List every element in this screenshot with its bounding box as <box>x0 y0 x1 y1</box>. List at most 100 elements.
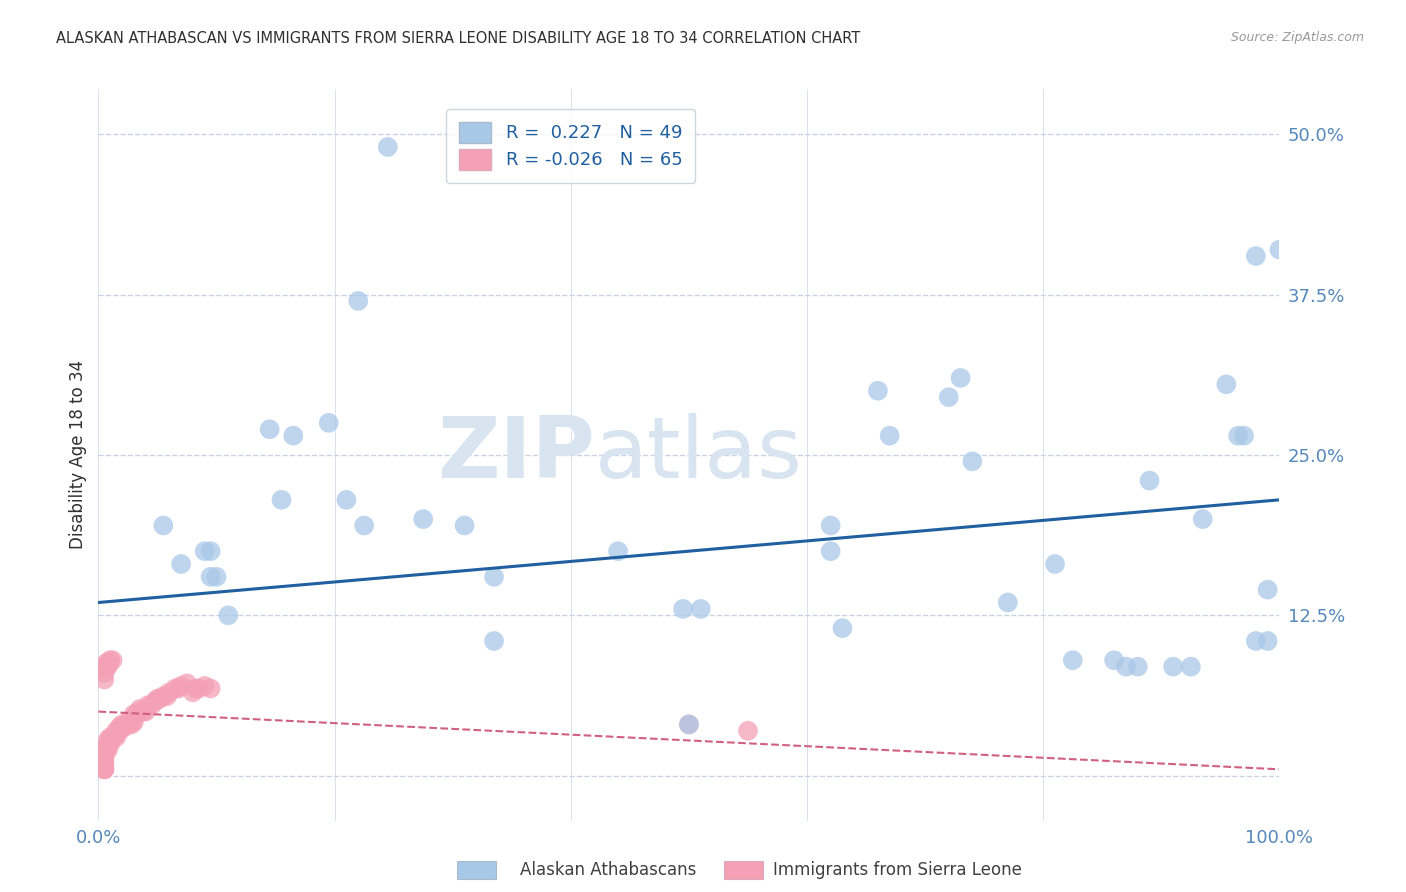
Point <box>200 570 222 584</box>
Point <box>136 698 159 713</box>
Point <box>93 753 115 767</box>
Point <box>152 518 174 533</box>
Point <box>194 544 217 558</box>
Point <box>93 762 115 776</box>
Point <box>93 760 115 774</box>
Point <box>135 705 157 719</box>
Point <box>93 761 115 775</box>
Point <box>105 728 128 742</box>
Point <box>737 723 759 738</box>
Point <box>105 723 128 738</box>
Point <box>259 422 281 436</box>
Text: Source: ZipAtlas.com: Source: ZipAtlas.com <box>1230 31 1364 45</box>
Point <box>165 681 187 696</box>
Text: ZIP: ZIP <box>437 413 595 497</box>
Point <box>176 676 198 690</box>
Point <box>353 518 375 533</box>
Point <box>96 656 118 670</box>
Point <box>1257 582 1279 597</box>
Point <box>689 602 711 616</box>
Point <box>866 384 889 398</box>
Point <box>678 717 700 731</box>
Point <box>101 653 124 667</box>
Point <box>1062 653 1084 667</box>
Point <box>97 743 120 757</box>
Point <box>128 705 150 719</box>
Point <box>98 656 121 670</box>
Point <box>1244 634 1267 648</box>
Point <box>949 371 972 385</box>
Point <box>170 679 193 693</box>
Point <box>149 691 172 706</box>
Point <box>938 390 960 404</box>
Point <box>111 720 134 734</box>
Point <box>117 714 139 729</box>
Point <box>205 570 228 584</box>
Point <box>93 758 115 772</box>
Point <box>1268 243 1291 257</box>
Point <box>270 492 292 507</box>
Point <box>156 689 179 703</box>
Text: atlas: atlas <box>595 413 803 497</box>
Point <box>1161 659 1184 673</box>
Point <box>141 698 163 713</box>
Point <box>97 732 120 747</box>
Point <box>93 762 115 776</box>
Point <box>157 685 180 699</box>
Point <box>94 659 117 673</box>
Point <box>108 723 131 738</box>
Point <box>318 416 340 430</box>
Point <box>181 685 204 699</box>
Point <box>93 746 115 760</box>
Point <box>1126 659 1149 673</box>
Point <box>98 653 121 667</box>
Point <box>108 720 131 734</box>
Point <box>170 557 193 571</box>
Y-axis label: Disability Age 18 to 34: Disability Age 18 to 34 <box>69 360 87 549</box>
Point <box>93 749 115 764</box>
Point <box>672 602 695 616</box>
Point <box>453 518 475 533</box>
Point <box>101 730 124 744</box>
Point <box>1115 659 1137 673</box>
Point <box>879 428 901 442</box>
Text: Alaskan Athabascans: Alaskan Athabascans <box>520 861 696 879</box>
Point <box>121 717 143 731</box>
Point <box>997 595 1019 609</box>
Point <box>1180 659 1202 673</box>
Point <box>335 492 357 507</box>
Point <box>820 544 842 558</box>
Point <box>93 659 115 673</box>
Point <box>112 720 135 734</box>
Point <box>1102 653 1125 667</box>
Point <box>831 621 853 635</box>
Point <box>93 743 115 757</box>
Point <box>167 681 190 696</box>
Point <box>132 705 155 719</box>
Point <box>482 570 505 584</box>
Point <box>1043 557 1066 571</box>
Point <box>122 714 145 729</box>
Point <box>98 737 121 751</box>
Point <box>187 681 209 696</box>
Point <box>97 659 120 673</box>
Point <box>412 512 434 526</box>
Point <box>97 740 120 755</box>
Point <box>97 737 120 751</box>
Point <box>93 673 115 687</box>
Legend: R =  0.227   N = 49, R = -0.026   N = 65: R = 0.227 N = 49, R = -0.026 N = 65 <box>446 109 696 183</box>
Point <box>184 681 207 696</box>
Point <box>678 717 700 731</box>
Point <box>200 544 222 558</box>
Point <box>1139 474 1161 488</box>
Point <box>1233 428 1256 442</box>
Point <box>194 679 217 693</box>
Text: Immigrants from Sierra Leone: Immigrants from Sierra Leone <box>773 861 1022 879</box>
Point <box>143 694 166 708</box>
Point <box>962 454 984 468</box>
Point <box>1257 634 1279 648</box>
Point <box>122 707 145 722</box>
Point <box>128 702 150 716</box>
Point <box>607 544 630 558</box>
Point <box>1215 377 1237 392</box>
